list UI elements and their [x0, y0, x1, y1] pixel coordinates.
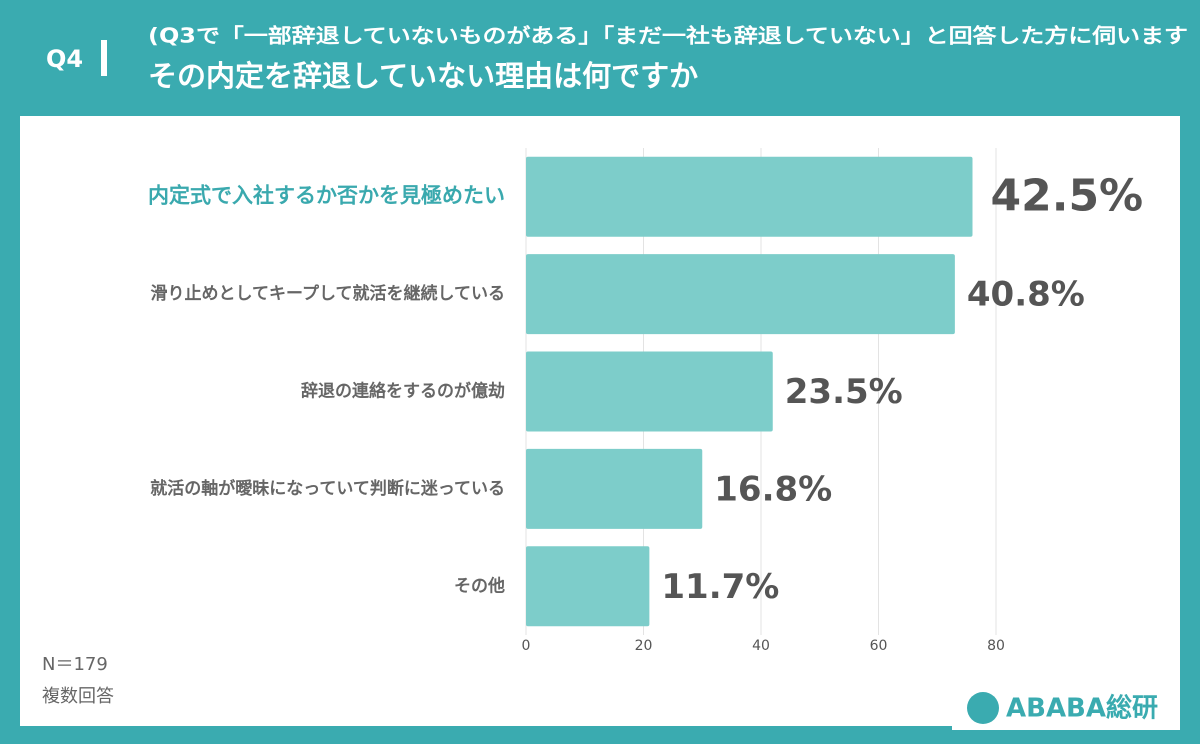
logo-icon	[967, 692, 999, 724]
x-tick-label: 0	[522, 638, 531, 654]
plot: 0 20 40 60 80 42.5% 内定式で入社するか否かを見極めたい 40.8% 滑り止め…	[148, 148, 1143, 654]
note: N＝179	[42, 654, 108, 675]
category-label: 辞退の連絡をするのが億劫	[301, 381, 505, 402]
bar	[526, 254, 955, 335]
x-tick-label: 60	[870, 638, 888, 654]
logo-text: ABABA総研	[1006, 693, 1158, 724]
category-label: その他	[454, 575, 505, 596]
value-label: 23.5%	[785, 372, 903, 412]
value-label: 42.5%	[991, 171, 1144, 222]
category-label: 内定式で入社するか否かを見極めたい	[148, 184, 505, 208]
value-label: 11.7%	[661, 567, 779, 607]
x-tick-label: 80	[987, 638, 1005, 654]
value-label: 40.8%	[967, 275, 1085, 315]
value-label: 16.8%	[714, 469, 832, 509]
divider	[101, 40, 107, 76]
bar	[526, 156, 973, 237]
category-label: 就活の軸が曖昧になっていて判断に迷っている	[150, 478, 505, 499]
question-number: Q4	[46, 45, 83, 73]
bar	[526, 351, 773, 432]
title: その内定を辞退していない理由は何ですか	[148, 59, 698, 93]
note: 複数回答	[42, 686, 114, 707]
x-tick-label: 40	[752, 638, 770, 654]
bar	[526, 448, 703, 529]
category-label: 滑り止めとしてキープして就活を継続している	[151, 283, 505, 304]
subtitle: (Q3で「一部辞退していないものがある」「まだ一社も辞退していない」と回答した方…	[148, 24, 1188, 48]
x-tick-label: 20	[635, 638, 653, 654]
bar	[526, 546, 650, 627]
